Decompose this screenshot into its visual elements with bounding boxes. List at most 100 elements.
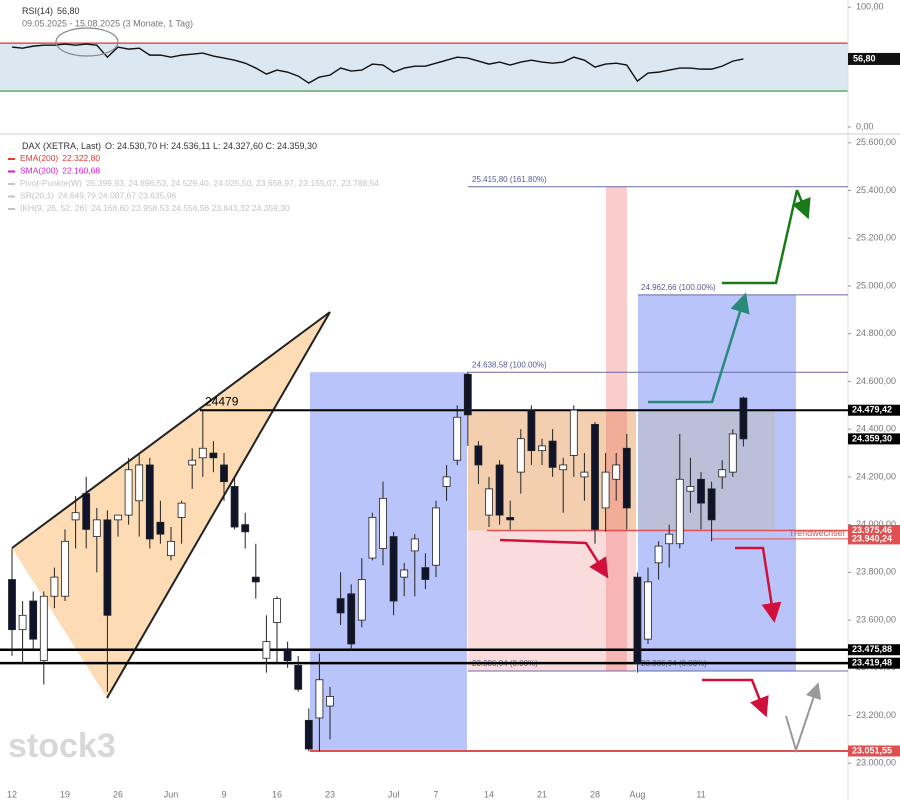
price-tag-label: 24.479,42: [852, 405, 892, 415]
rsi-title: RSI(14) 56,80: [22, 6, 80, 16]
candle-body: [591, 423, 599, 530]
legend-value: 24.168,60 23.958,53 24.556,56 23.843,32 …: [91, 203, 290, 213]
annotation: Trendwechsel: [789, 528, 845, 538]
range-zone: [638, 410, 775, 531]
candle-body: [177, 502, 186, 518]
candle-body: [29, 600, 38, 640]
candle-body: [283, 648, 292, 662]
candle-body: [326, 696, 334, 707]
x-tick-label: 21: [537, 789, 547, 799]
candle-body: [230, 486, 239, 528]
price-tag: [848, 524, 900, 536]
candle-body: [559, 464, 568, 471]
highlight-ellipse: [55, 27, 119, 57]
rsi-value: 56,80: [57, 6, 80, 16]
x-tick-label: 23: [325, 789, 335, 799]
candle-body: [474, 445, 483, 466]
y-tick-label: 24.400,00: [856, 424, 896, 434]
candle-body: [612, 464, 621, 480]
price-tag-label: 23.475,88: [852, 644, 892, 654]
candle-body: [442, 476, 451, 487]
candle-body: [220, 464, 228, 483]
value-tag: [848, 52, 900, 65]
y-tick-label: 25.600,00: [856, 137, 896, 147]
legend-value: 25.399,93, 24.896,53, 24.529,40, 24.025,…: [86, 178, 379, 188]
wedge-line: [106, 311, 331, 699]
x-tick-label: 28: [590, 789, 600, 799]
legend-name: SR(20,1): [20, 191, 54, 201]
legend-name: EMA(200): [20, 153, 58, 163]
y-tick-label: 24.800,00: [856, 328, 896, 338]
price-tag-label: 23.051,55: [852, 745, 892, 755]
arrow: [499, 538, 609, 579]
x-tick-label: 26: [113, 789, 123, 799]
price-tag: [848, 657, 900, 669]
candle-body: [644, 581, 652, 640]
candle-body: [432, 507, 440, 566]
arrow: [785, 682, 822, 754]
y-tick-label: 23.200,00: [856, 710, 896, 720]
candle-body: [665, 533, 674, 545]
candle-body: [273, 598, 281, 623]
candle-body: [304, 719, 313, 750]
price-tag-label: 24.359,30: [852, 433, 892, 443]
candle-body: [50, 576, 59, 597]
price-tag-label: 23.940,24: [852, 533, 892, 543]
candle-body: [707, 488, 716, 521]
arrow: [648, 292, 750, 404]
arrow: [702, 678, 769, 718]
y-tick-label: 25.000,00: [856, 280, 896, 290]
x-tick-label: 11: [696, 789, 705, 799]
candle-body: [82, 493, 91, 530]
candle-body: [728, 433, 737, 473]
candle-body: [379, 497, 387, 549]
fib-label: 24.638,58 (100.00%): [472, 360, 547, 369]
candle-body: [124, 469, 133, 516]
candle-body: [633, 576, 642, 664]
candle-body: [262, 641, 271, 659]
y-tick-label: 25.400,00: [856, 185, 896, 195]
x-tick-label: 16: [272, 789, 282, 799]
y-tick-label: 23.000,00: [856, 758, 896, 768]
x-tick-label: 9: [221, 789, 226, 799]
candle-body: [516, 438, 525, 473]
candle-body: [39, 595, 48, 662]
candle-body: [8, 579, 16, 631]
wedge-line: [11, 311, 331, 549]
y-tick-label: 23.800,00: [856, 567, 896, 577]
candle-body: [453, 416, 462, 461]
arrow: [792, 189, 811, 220]
arrow: [735, 546, 782, 623]
rsi-name: RSI(14): [22, 6, 53, 16]
candle-body: [92, 519, 101, 537]
candle-body: [251, 576, 260, 583]
legend-entry: SR(20,1) 24.649,79 24.087,67 23.635,96: [20, 191, 176, 201]
candle-body: [315, 679, 324, 719]
candle-body: [718, 469, 727, 478]
price-tag: [848, 533, 900, 545]
legend-entry: EMA(200) 22.322,80: [20, 153, 100, 163]
legend-name: Pivot-Punkte(W): [20, 178, 82, 188]
candle-body: [167, 540, 175, 557]
candle-body: [336, 598, 345, 614]
event-strip: [606, 186, 627, 671]
candle-body: [506, 517, 515, 521]
y-tick-label: 23.600,00: [856, 614, 896, 624]
y-tick-label: 25.200,00: [856, 233, 896, 243]
rsi-subtitle: 09.05.2025 - 15.08.2025 (3 Monate, 1 Tag…: [22, 18, 193, 28]
legend-name: SMA(200): [20, 166, 58, 176]
price-tag-label: 23.419,48: [852, 658, 892, 668]
candle-body: [198, 447, 207, 459]
x-tick-label: 7: [433, 789, 438, 799]
candle-body: [18, 614, 27, 631]
candle-body: [580, 471, 589, 478]
candle-body: [421, 567, 430, 580]
candle-body: [71, 512, 80, 521]
legend-value: 22.322,80: [62, 153, 100, 163]
candle-body: [548, 440, 557, 468]
candle-body: [368, 517, 377, 559]
y-tick-label: 24.000,00: [856, 519, 896, 529]
candle-body: [209, 452, 218, 459]
legend-entry: IKH(9, 26, 52, 26) 24.168,60 23.958,53 24…: [20, 203, 290, 213]
legend-name: IKH(9, 26, 52, 26): [20, 203, 87, 213]
